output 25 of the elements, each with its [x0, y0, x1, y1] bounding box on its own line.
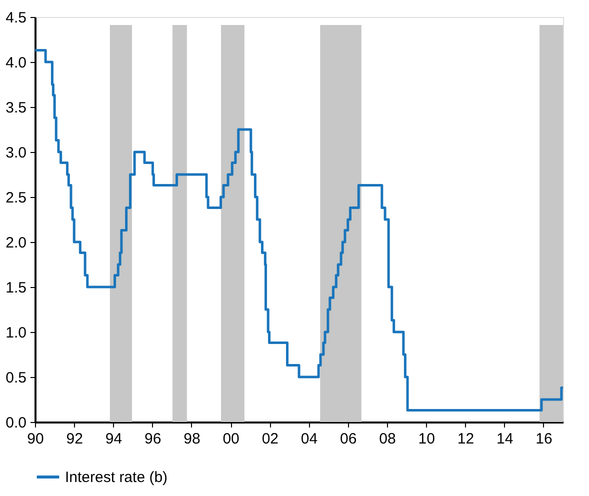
x-tick-label: 98	[184, 430, 200, 448]
x-tick-label: 90	[27, 430, 44, 448]
x-tick-label: 06	[340, 430, 357, 448]
y-tick-label: 2.5	[6, 190, 26, 206]
y-tick-label: 3.5	[6, 100, 26, 116]
x-tick-label: 02	[262, 430, 279, 448]
legend-label: Interest rate (b)	[65, 469, 168, 486]
x-tick-label: 08	[379, 430, 396, 448]
y-tick-label: 0.5	[6, 370, 26, 386]
x-tick-label: 04	[300, 430, 318, 448]
x-tick-label: 14	[496, 430, 514, 448]
y-tick-label: 2.0	[6, 234, 26, 252]
x-tick-label: 00	[222, 430, 240, 448]
y-tick-label: 3.0	[6, 144, 26, 162]
y-tick-label: 1.5	[6, 280, 26, 296]
y-tick-label: 4.0	[6, 54, 26, 72]
y-tick-label: 4.5	[6, 10, 26, 26]
y-tick-label: 0.0	[6, 414, 26, 432]
x-tick-label: 92	[66, 430, 83, 448]
x-tick-label: 12	[457, 430, 474, 448]
x-tick-label: 10	[418, 430, 435, 448]
x-tick-label: 96	[144, 430, 162, 448]
x-tick-label: 16	[536, 430, 552, 448]
x-tick-label: 94	[105, 430, 122, 448]
y-tick-label: 1.0	[6, 324, 26, 342]
